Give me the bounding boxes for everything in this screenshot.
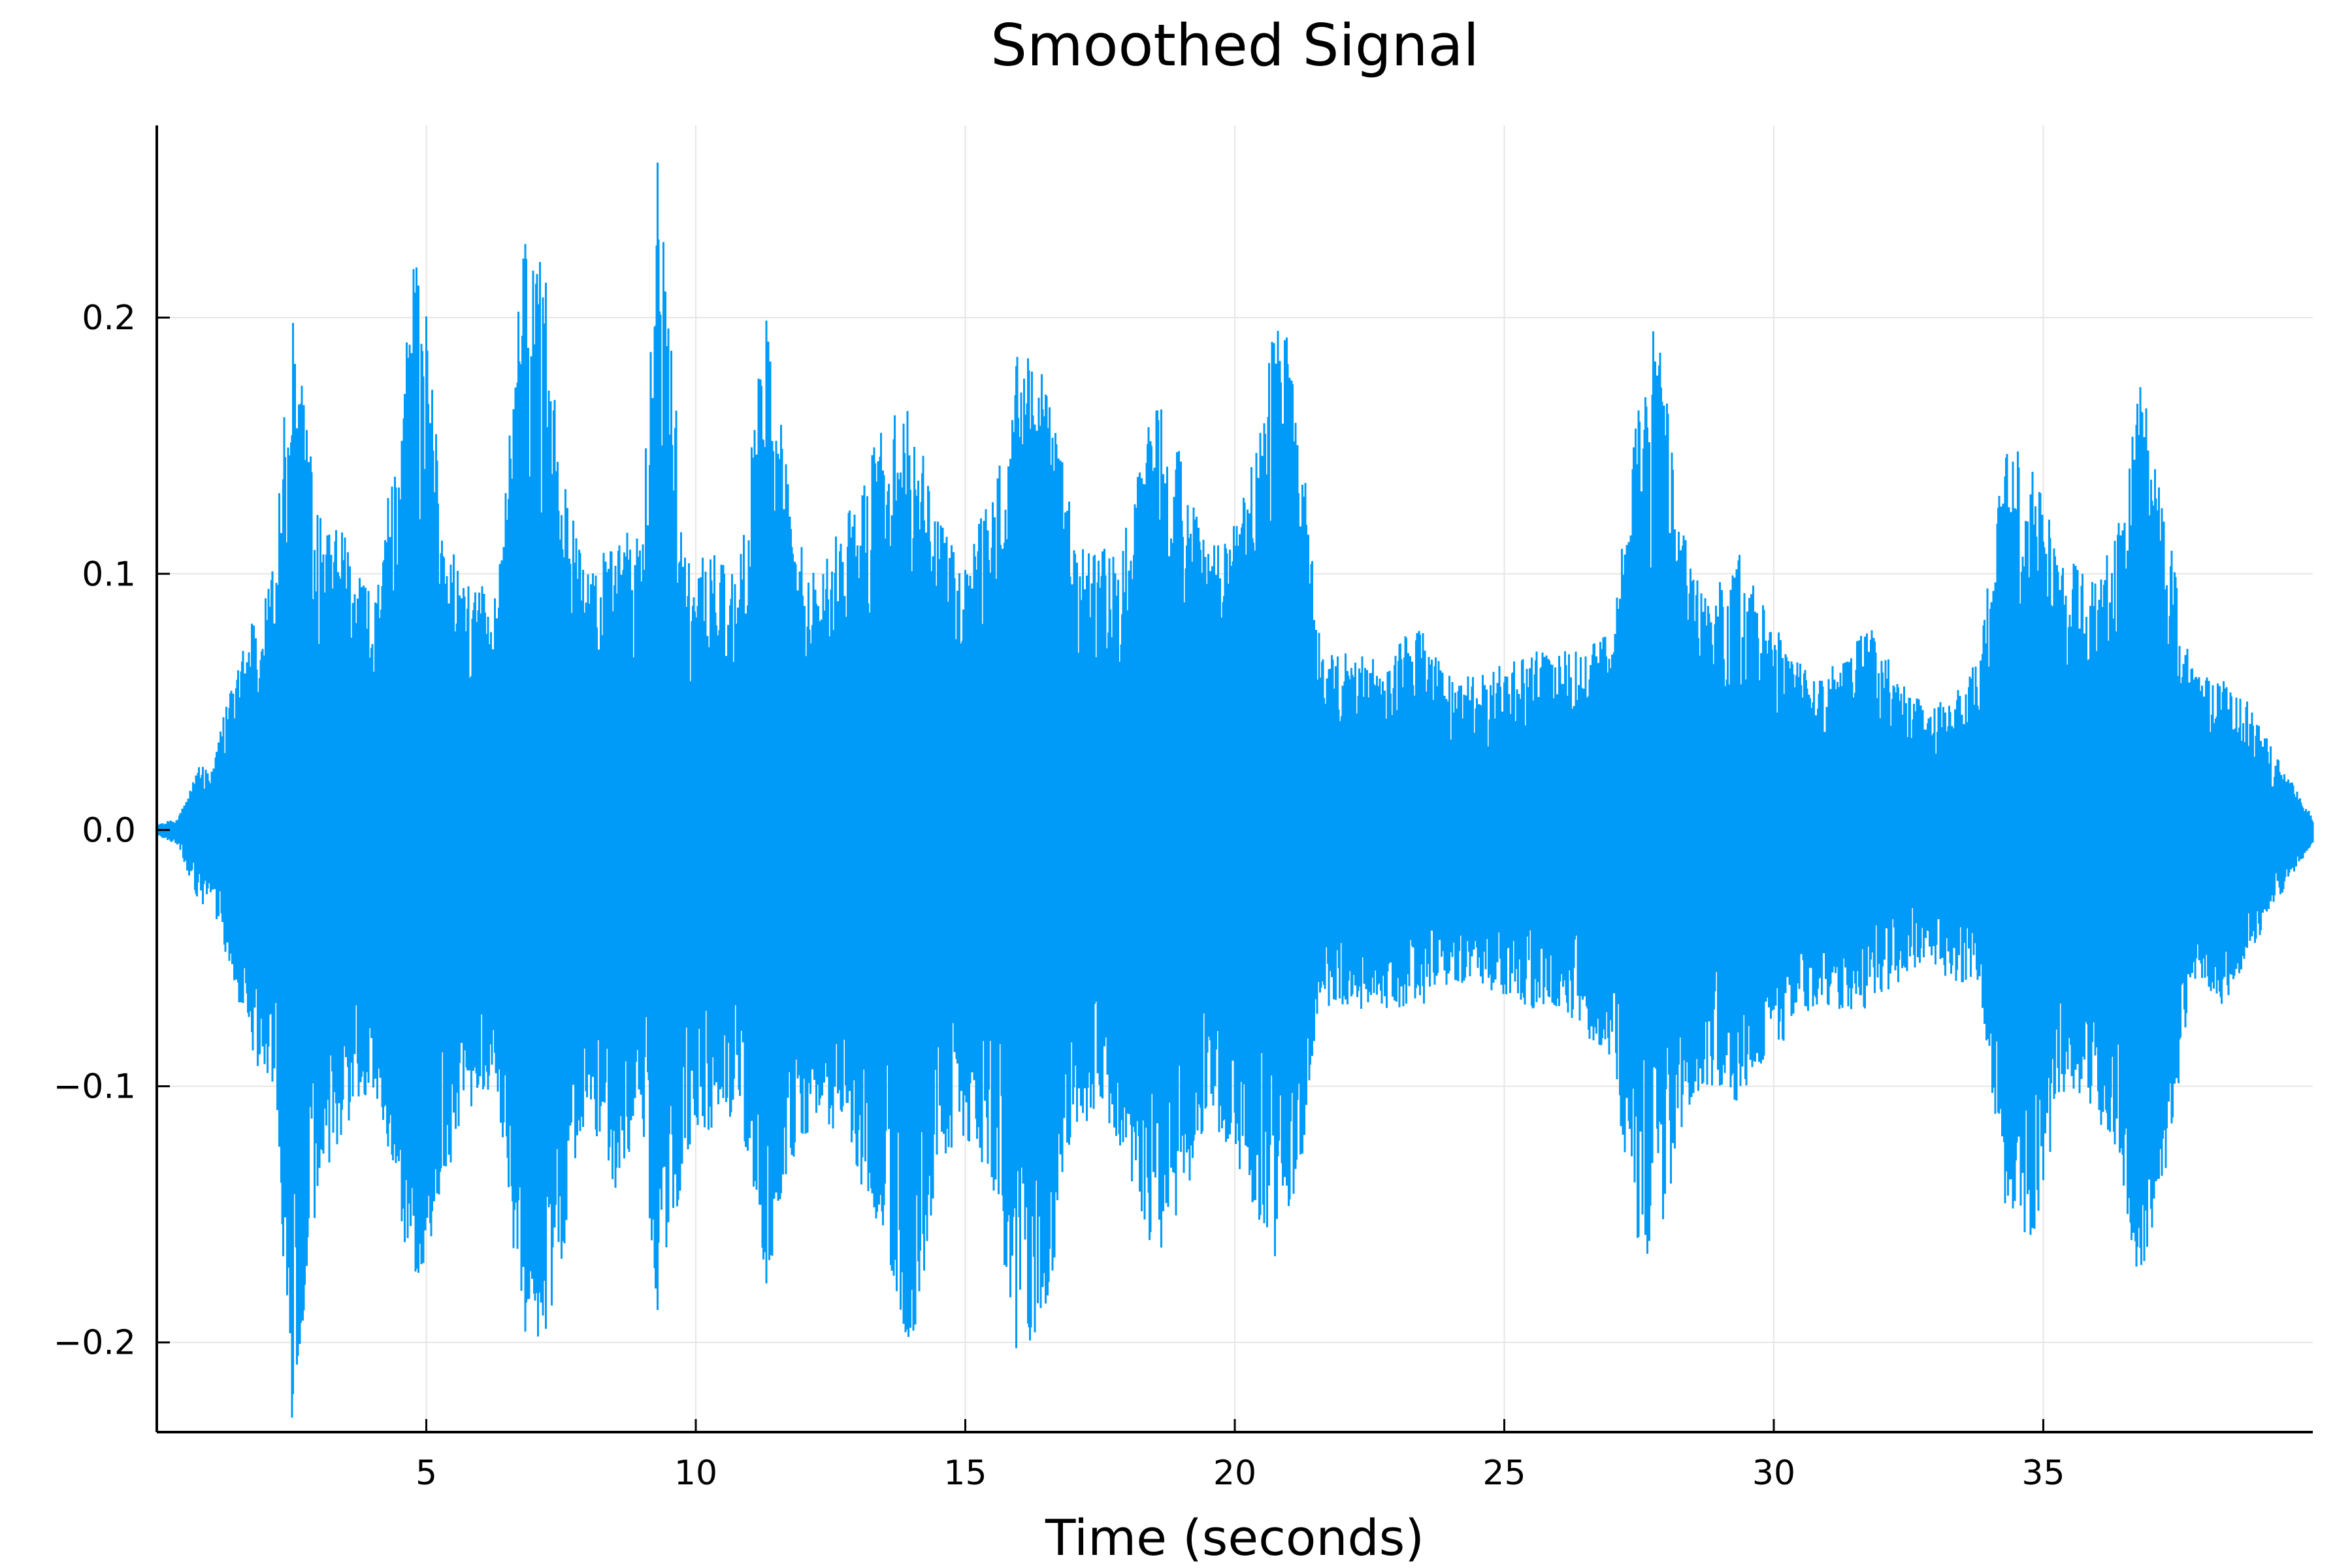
x-tick-label: 20 — [1213, 1454, 1256, 1493]
y-tick-label: 0.2 — [82, 299, 136, 338]
chart-title: Smoothed Signal — [990, 12, 1479, 79]
y-tick-label: −0.2 — [54, 1324, 136, 1363]
x-tick-label: 30 — [1752, 1454, 1795, 1493]
y-tick-label: 0.0 — [82, 811, 136, 850]
y-tick-label: −0.1 — [54, 1068, 136, 1107]
x-tick-label: 10 — [674, 1454, 717, 1493]
x-tick-label: 35 — [2021, 1454, 2065, 1493]
x-axis-label: Time (seconds) — [1045, 1509, 1424, 1567]
x-tick-label: 25 — [1482, 1454, 1526, 1493]
tick-layer: 5 10 15 20 25 30 35 −0.2 −0.1 0.0 0.1 0.2 — [54, 299, 2065, 1493]
x-tick-label: 5 — [416, 1454, 437, 1493]
y-tick-label: 0.1 — [82, 555, 136, 594]
x-tick-label: 15 — [943, 1454, 987, 1493]
